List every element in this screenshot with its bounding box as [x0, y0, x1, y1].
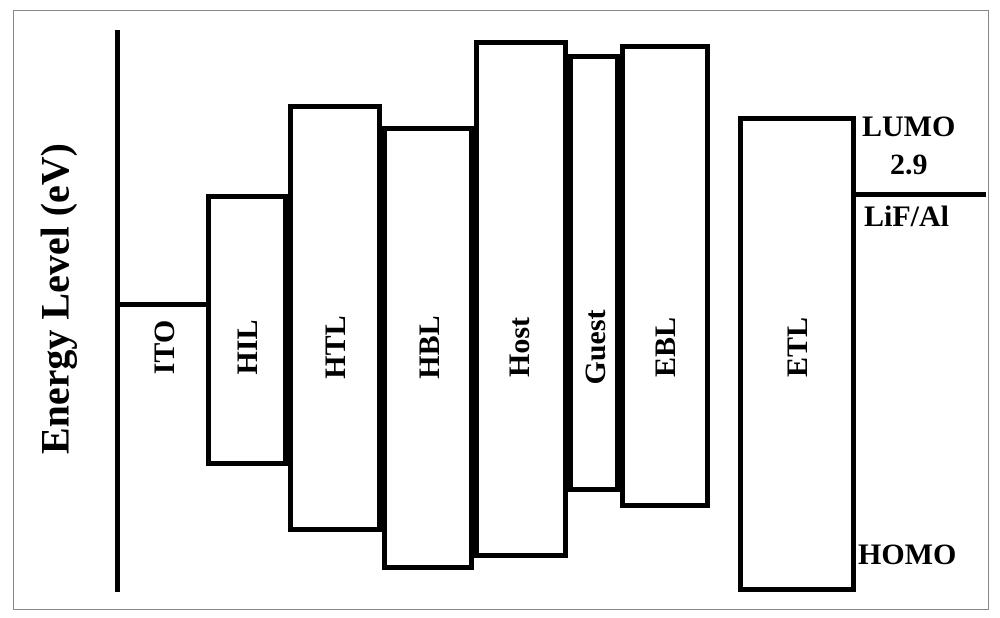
lif-al-label: LiF/Al	[864, 200, 949, 234]
layer-box-guest	[568, 54, 620, 492]
layer-label-ebl: EBL	[649, 287, 683, 407]
viewport: { "meta": { "width_px": 1000, "height_px…	[0, 0, 1000, 618]
layer-box-ebl	[620, 44, 710, 508]
layer-label-guest: Guest	[579, 287, 613, 407]
layer-label-ito: ITO	[148, 287, 182, 407]
layer-label-hil: HIL	[231, 287, 265, 407]
cathode-level-line	[856, 192, 986, 197]
y-axis-label: Energy Level (eV)	[32, 99, 79, 499]
layer-label-etl: ETL	[781, 287, 815, 407]
lumo-value: 2.9	[890, 148, 928, 182]
layer-label-htl: HTL	[319, 287, 353, 407]
lumo-label: LUMO	[862, 110, 955, 144]
layer-label-host: Host	[503, 287, 537, 407]
homo-label: HOMO	[858, 538, 956, 572]
layer-label-hbl: HBL	[413, 287, 447, 407]
y-axis-line	[115, 30, 120, 592]
